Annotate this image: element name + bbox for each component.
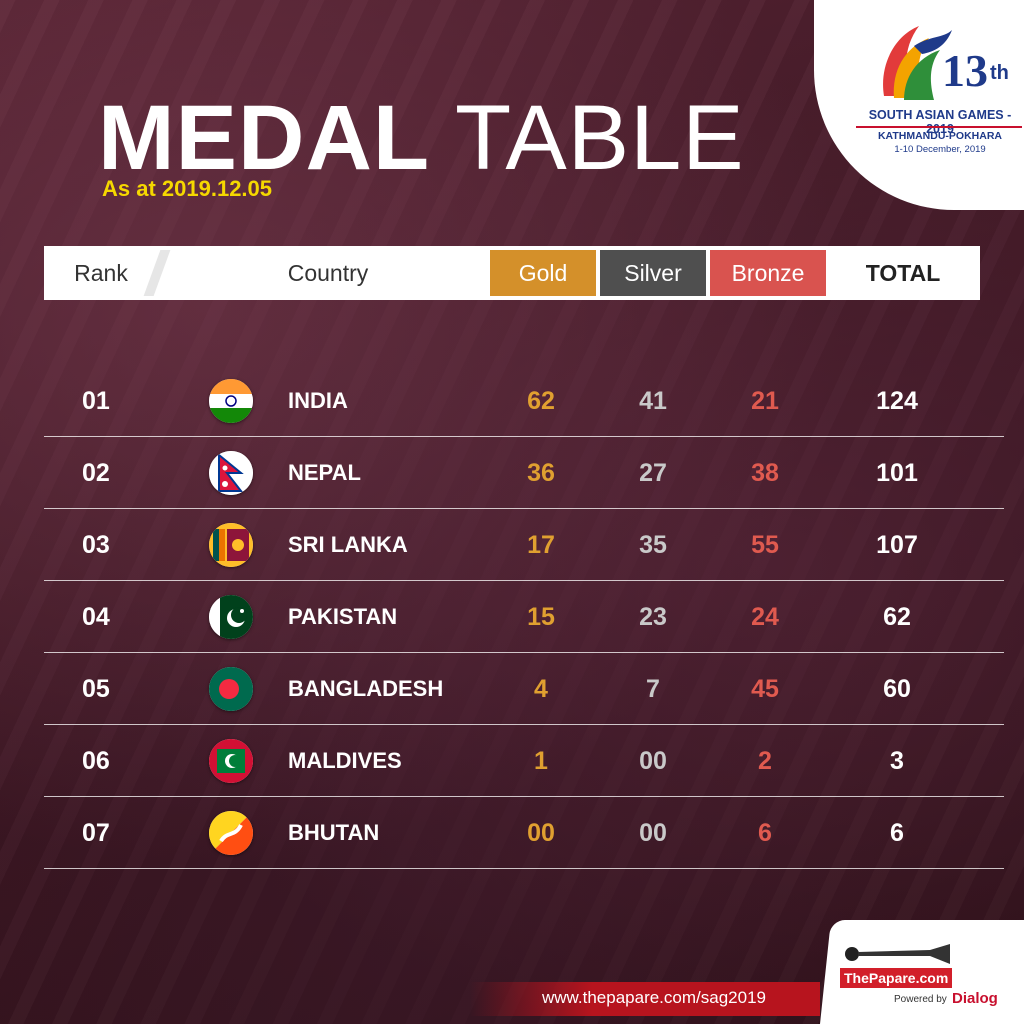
bangladesh-flag-icon [209, 667, 253, 711]
header-bronze: Bronze [710, 250, 826, 296]
rank-cell: 04 [82, 602, 110, 631]
as-at-date: As at 2019.12.05 [102, 176, 273, 201]
total-cell: 60 [883, 674, 911, 703]
gold-cell: 1 [534, 746, 548, 775]
rank-cell: 07 [82, 818, 110, 847]
silver-cell: 27 [639, 458, 667, 487]
gold-cell: 00 [527, 818, 555, 847]
silver-cell: 35 [639, 530, 667, 559]
footer-url-link[interactable]: www.thepapare.com/sag2019 [542, 988, 766, 1007]
header-country: Country [287, 259, 369, 286]
row-divider [44, 796, 1004, 797]
rank-cell: 06 [82, 746, 110, 775]
gold-cell: 15 [527, 602, 555, 631]
bronze-cell: 45 [751, 674, 779, 703]
row-divider [44, 724, 1004, 725]
bronze-cell: 6 [758, 818, 772, 847]
country-cell: MALDIVES [288, 748, 402, 773]
silver-cell: 00 [639, 818, 667, 847]
total-cell: 101 [876, 458, 918, 487]
table-row: 04 PAKISTAN 15 23 24 62 [44, 581, 1004, 653]
bronze-cell: 2 [758, 746, 772, 775]
country-cell: NEPAL [288, 460, 361, 485]
row-divider [44, 868, 1004, 869]
silver-cell: 00 [639, 746, 667, 775]
header-total: TOTAL [865, 259, 941, 286]
total-cell: 124 [876, 386, 918, 415]
logo-event-name: SOUTH ASIAN GAMES - 2019 [868, 108, 1012, 136]
table-row: 06 MALDIVES 1 00 2 3 [44, 725, 1004, 797]
title-thin-word: TABLE [454, 87, 745, 189]
south-asian-games-logo: 13 th SOUTH ASIAN GAMES - 2019 KATHMANDU… [854, 10, 1024, 160]
rank-cell: 01 [82, 386, 110, 415]
silver-cell: 7 [646, 674, 660, 703]
trumpet-icon [845, 944, 950, 964]
total-cell: 3 [890, 746, 904, 775]
row-divider [44, 508, 1004, 509]
table-row: 01 INDIA 62 41 21 124 [44, 365, 1004, 437]
pakistan-flag-icon [209, 595, 253, 639]
row-divider [44, 580, 1004, 581]
gold-cell: 4 [534, 674, 548, 703]
bronze-cell: 21 [751, 386, 779, 415]
rank-cell: 02 [82, 458, 110, 487]
table-header: Rank Country Gold Silver Bronze TOTAL [44, 246, 980, 300]
powered-by-label: Powered by [894, 994, 947, 1005]
country-cell: PAKISTAN [288, 604, 398, 629]
gold-cell: 62 [527, 386, 555, 415]
rank-cell: 05 [82, 674, 110, 703]
logo-location: KATHMANDU-POKHARA [877, 130, 1003, 142]
table-row: 03 SRI LANKA 17 35 55 107 [44, 509, 1004, 581]
maldives-flag-icon [209, 739, 253, 783]
country-cell: SRI LANKA [288, 532, 408, 557]
country-cell: BANGLADESH [288, 676, 444, 701]
dove-emblem-icon [883, 26, 952, 100]
rank-cell: 03 [82, 530, 110, 559]
header-silver: Silver [600, 250, 706, 296]
bronze-cell: 24 [751, 602, 779, 631]
india-flag-icon [209, 379, 253, 423]
header-rank: Rank [74, 259, 128, 286]
country-cell: BHUTAN [288, 820, 380, 845]
logo-divider [856, 126, 1022, 128]
logo-suffix: th [990, 62, 1009, 84]
logo-dates: 1-10 December, 2019 [894, 144, 986, 155]
row-divider [44, 436, 1004, 437]
gold-cell: 17 [527, 530, 555, 559]
bronze-cell: 38 [751, 458, 779, 487]
total-cell: 6 [890, 818, 904, 847]
table-row: 02 NEPAL 36 27 38 101 [44, 437, 1004, 509]
sponsor-logo: Dialog [952, 990, 998, 1007]
total-cell: 62 [883, 602, 911, 631]
bronze-cell: 55 [751, 530, 779, 559]
footer-strip [470, 982, 820, 1016]
header-gold: Gold [490, 250, 596, 296]
title-bold-word: MEDAL [98, 87, 431, 189]
brand-logo: ThePapare.com [840, 968, 953, 988]
logo-number: 13 [942, 45, 988, 96]
silver-cell: 41 [639, 386, 667, 415]
nepal-flag-icon [209, 451, 253, 495]
page-title: MEDAL TABLE [98, 86, 745, 191]
gold-cell: 36 [527, 458, 555, 487]
table-row: 07 BHUTAN 00 00 6 6 [44, 797, 1004, 869]
silver-cell: 23 [639, 602, 667, 631]
row-divider [44, 652, 1004, 653]
bhutan-flag-icon [209, 811, 253, 855]
country-cell: INDIA [288, 388, 348, 413]
table-row: 05 BANGLADESH 4 7 45 60 [44, 653, 1004, 725]
sri-lanka-flag-icon [209, 523, 253, 567]
total-cell: 107 [876, 530, 918, 559]
